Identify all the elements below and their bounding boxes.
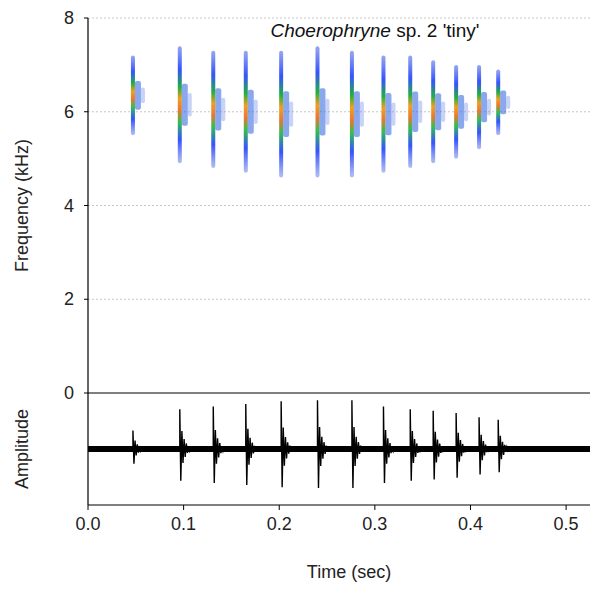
chart: 0.0 0.1 0.2 0.3 0.4 0.5 0 2 4 6 8 Time (sec) Frequen… [0, 0, 598, 590]
noise-band [88, 446, 590, 452]
pulse-spectrum [315, 46, 329, 177]
pulse-spectrum [381, 56, 395, 173]
x-tick [566, 505, 567, 510]
y-tick-label: 6 [64, 102, 74, 122]
title-rest: sp. 2 'tiny' [391, 20, 480, 41]
pulse-spectrum [279, 51, 293, 178]
x-tick [183, 505, 184, 510]
pulse-spectrum [454, 65, 468, 159]
y-tick [84, 393, 88, 394]
pulse-waveform [352, 400, 365, 488]
grid-line [88, 18, 590, 19]
x-tick-label: 0.0 [75, 514, 100, 534]
x-tick-label: 0.5 [554, 514, 579, 534]
y-tick-label: 0 [64, 383, 74, 403]
pulse-spectrum [244, 51, 258, 173]
pulse-waveform [383, 407, 396, 483]
pulse-waveform [281, 401, 294, 487]
spectrogram [131, 46, 510, 177]
pulse-spectrum [131, 56, 145, 136]
x-tick [88, 505, 89, 510]
y-tick [84, 18, 88, 19]
y-tick-label: 4 [64, 196, 74, 216]
pulse-waveform [456, 413, 469, 478]
pulse-spectrum [431, 60, 445, 163]
pulse-spectrum [477, 65, 491, 149]
amplitude-axis-title: Amplitude [12, 409, 32, 489]
x-tick-label: 0.2 [267, 514, 292, 534]
pulse-spectrum [350, 51, 364, 178]
pulse-waveform [246, 404, 259, 485]
title-genus: Choerophryne [271, 20, 391, 41]
x-tick [470, 505, 471, 510]
pulse-spectrum [408, 56, 422, 169]
y-axis-title: Frequency (kHz) [12, 139, 32, 272]
x-tick-label: 0.3 [362, 514, 387, 534]
x-tick [279, 505, 280, 510]
grid-line [88, 111, 590, 112]
y-tick-label: 8 [64, 8, 74, 28]
pulse-waveform [433, 411, 446, 480]
panel-divider [88, 392, 590, 393]
pulse-waveform [133, 430, 146, 463]
pulse-spectrum [496, 70, 510, 136]
y-tick [84, 299, 88, 300]
x-tick-label: 0.4 [458, 514, 483, 534]
grid-line [88, 205, 590, 206]
pulse-waveform [317, 400, 330, 488]
pulse-waveform [498, 420, 511, 472]
x-axis-line [88, 504, 590, 505]
y-tick-label: 2 [64, 289, 74, 309]
y-axis-line [87, 18, 88, 505]
pulse-spectrum [178, 46, 192, 163]
y-tick [84, 111, 88, 112]
x-axis-title: Time (sec) [307, 562, 391, 582]
grid-line [88, 299, 590, 300]
pulse-waveform [410, 409, 423, 481]
title: Choerophryne sp. 2 'tiny' [271, 20, 480, 41]
pulse-waveform [479, 417, 492, 474]
waveform [88, 400, 590, 488]
pulse-waveform [180, 409, 193, 481]
pulse-waveform [213, 407, 226, 483]
x-tick-label: 0.1 [171, 514, 196, 534]
x-tick [374, 505, 375, 510]
pulse-spectrum [211, 51, 225, 168]
y-tick [84, 205, 88, 206]
